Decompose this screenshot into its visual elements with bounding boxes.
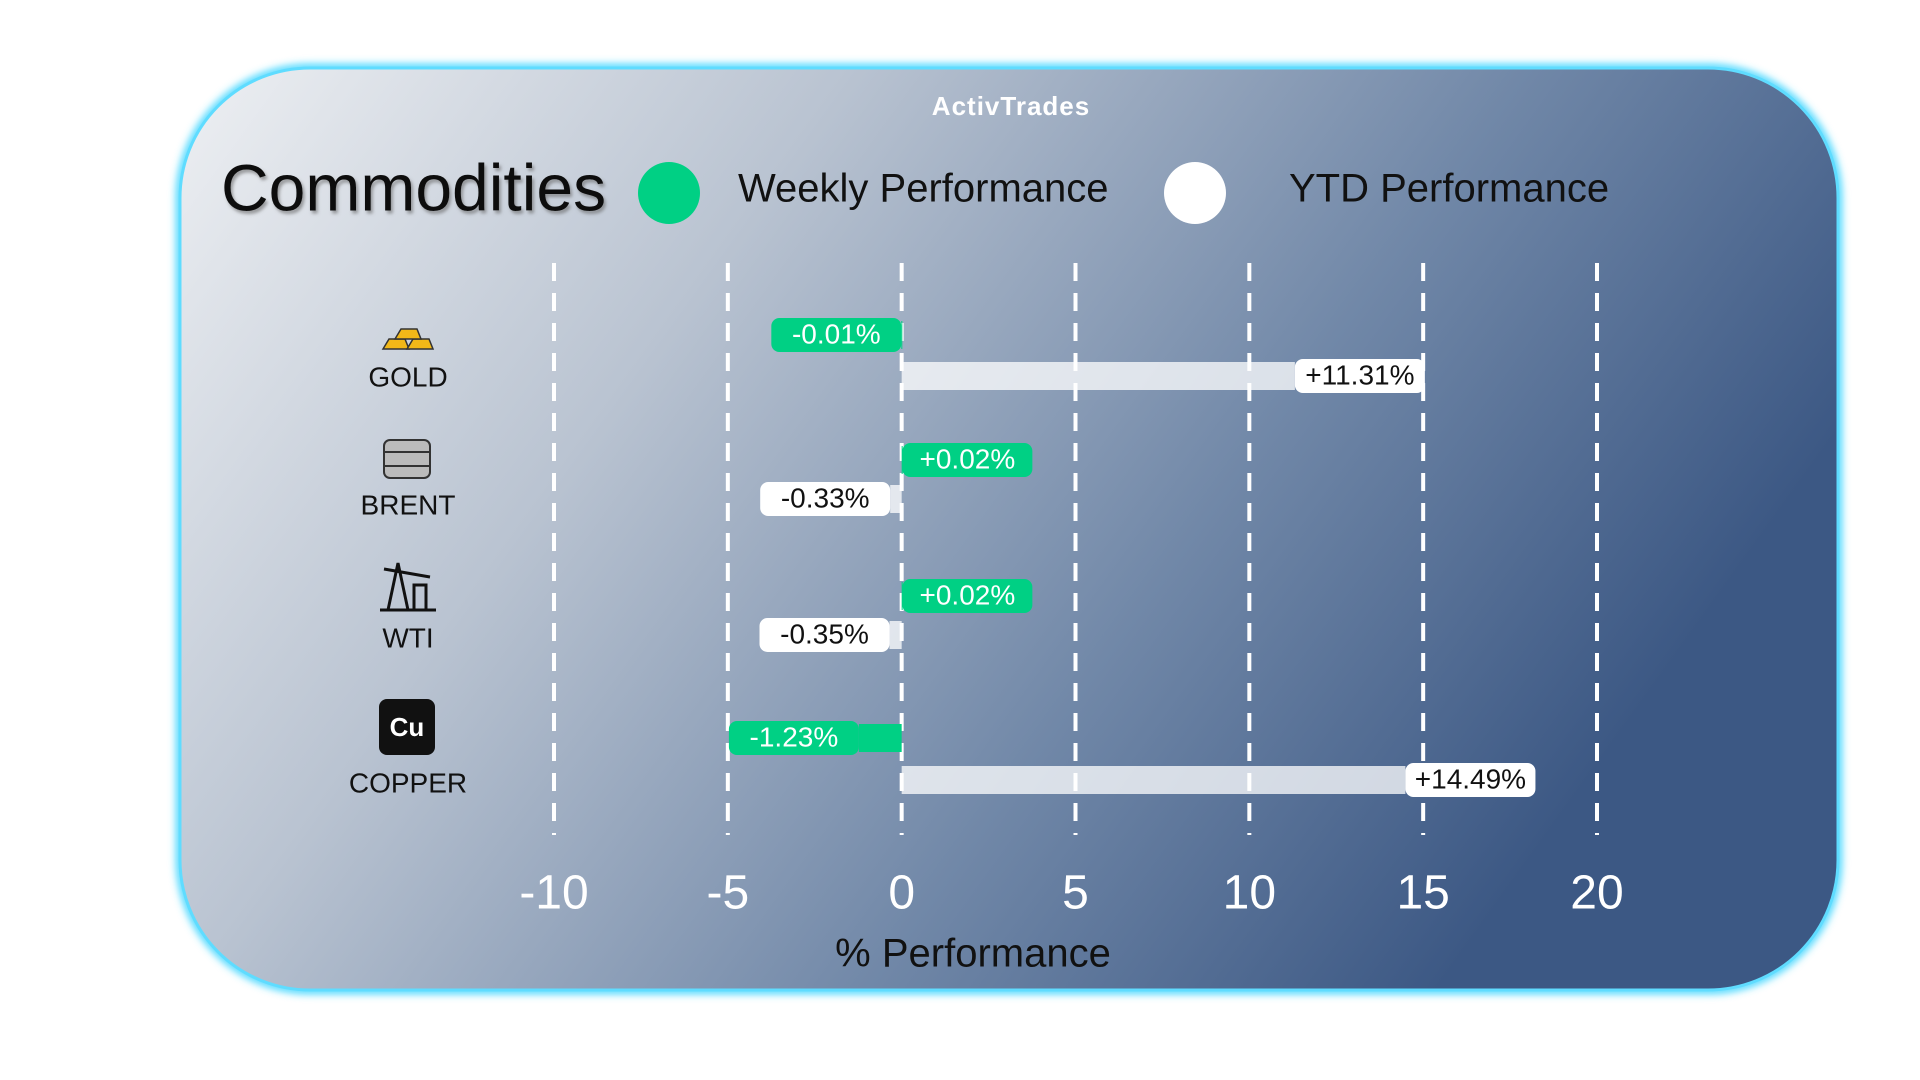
value-label-box [728,721,859,755]
value-label: +14.49% [1415,763,1526,794]
value-label: +11.31% [1305,359,1414,390]
value-label-box [1294,359,1425,393]
bar [889,621,902,649]
bar [858,724,902,752]
x-axis-title: % Performance [835,932,1111,976]
chart-title: Commodities [221,150,606,224]
logo: ActivTrades [932,91,1090,121]
x-tick-label: 0 [888,867,915,920]
x-tick-label: -5 [706,867,749,920]
legend-label: Weekly Performance [738,167,1109,211]
x-tick-label: 10 [1223,867,1276,920]
legend-swatch [638,162,700,224]
value-label: -1.23% [750,721,839,752]
bar [901,362,1295,390]
bar [901,582,903,610]
value-label-box [1405,763,1536,797]
value-label-box [771,318,902,352]
value-label: -0.35% [780,618,869,649]
value-label: -0.33% [781,482,870,513]
x-tick-label: 15 [1396,867,1449,920]
svg-text:Cu: Cu [390,712,425,742]
bar [901,766,1406,794]
category-label: GOLD [368,361,447,392]
category-label: COPPER [349,767,467,798]
value-label: +0.02% [919,443,1015,474]
value-label: -0.01% [792,318,881,349]
category-label: WTI [382,622,433,653]
bar [890,485,902,513]
value-label-box [759,618,890,652]
bar [901,446,903,474]
legend-label: YTD Performance [1289,167,1609,211]
value-label: +0.02% [919,579,1015,610]
gold-icon [381,328,435,350]
legend-swatch [1164,162,1226,224]
value-label-box [902,443,1033,477]
x-tick-label: -10 [519,867,588,920]
category-label: BRENT [361,489,456,520]
value-label-box [760,482,891,516]
copper-icon: Cu [379,699,435,755]
x-tick-label: 20 [1570,867,1623,920]
brent-icon [383,439,431,479]
bar [901,321,903,349]
x-tick-label: 5 [1062,867,1089,920]
value-label-box [902,579,1033,613]
wti-icon [380,562,436,612]
